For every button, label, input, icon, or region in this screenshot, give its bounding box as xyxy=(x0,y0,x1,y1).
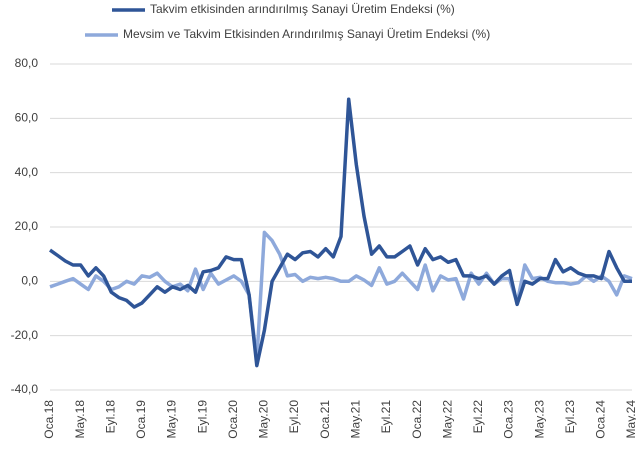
x-tick-label: May.22 xyxy=(440,400,454,439)
legend-label: Mevsim ve Takvim Etkisinden Arındırılmış… xyxy=(123,27,490,41)
x-tick-label: Oca.23 xyxy=(502,400,516,439)
x-tick-label: Oca.24 xyxy=(594,400,608,439)
legend-label: Takvim etkisinden arındırılmış Sanayi Ür… xyxy=(150,2,455,16)
y-tick-label: -20,0 xyxy=(11,328,39,342)
x-tick-label: May.24 xyxy=(624,400,636,439)
x-tick-label: Oca.21 xyxy=(318,400,332,439)
x-tick-label: Oca.18 xyxy=(42,400,56,439)
x-tick-label: Eyl.23 xyxy=(563,400,577,434)
x-tick-label: May.19 xyxy=(165,400,179,439)
y-tick-label: 20,0 xyxy=(15,219,39,233)
y-tick-label: 0,0 xyxy=(21,274,38,288)
x-tick-label: Eyl.20 xyxy=(287,400,301,434)
x-tick-label: Oca.20 xyxy=(226,400,240,439)
y-tick-label: 40,0 xyxy=(15,165,39,179)
series-line xyxy=(49,230,633,362)
x-tick-label: Oca.19 xyxy=(134,400,148,439)
series-line xyxy=(48,97,632,368)
x-tick-label: May.20 xyxy=(257,400,271,439)
x-tick-label: Eyl.21 xyxy=(379,400,393,434)
x-tick-label: May.23 xyxy=(532,400,546,439)
x-tick-label: May.21 xyxy=(348,400,362,439)
x-tick-label: Oca.22 xyxy=(410,400,424,439)
y-tick-label: 80,0 xyxy=(15,56,39,70)
x-tick-label: Eyl.18 xyxy=(103,400,117,434)
x-tick-label: Eyl.22 xyxy=(471,400,485,434)
y-tick-label: 60,0 xyxy=(15,111,39,125)
x-tick-label: May.18 xyxy=(73,400,87,439)
y-tick-label: -40,0 xyxy=(11,382,39,396)
x-tick-label: Eyl.19 xyxy=(195,400,209,434)
